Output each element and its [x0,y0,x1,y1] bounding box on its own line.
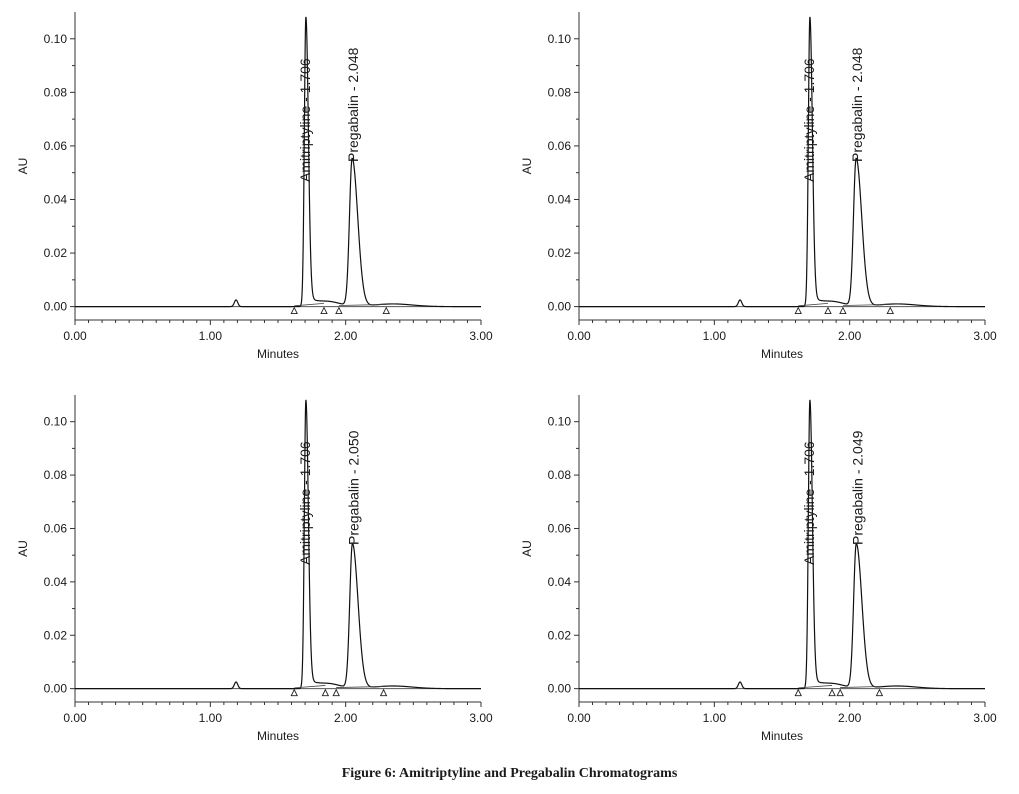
peak-label: Pregabalin - 2.049 [849,430,865,545]
y-tick-label: 0.00 [548,682,572,696]
peak-label: Amitriptyline - 1.706 [801,58,817,182]
x-tick-label: 2.00 [334,329,358,343]
x-tick-label: 2.00 [334,711,358,725]
chromatogram-panel-2: 0.00 1.00 2.00 3.00 0.00 0.02 0.04 0.06 0.08 0.10… [520,12,997,361]
y-axis-label: AU [16,158,30,175]
x-tick-label: 3.00 [469,329,493,343]
y-tick-label: 0.08 [548,85,572,99]
x-axis-label: Minutes [257,729,299,743]
y-tick-label: 0.00 [548,300,572,314]
chromatogram-trace [579,399,985,690]
integration-baseline [294,685,326,689]
y-axis-label: AU [520,158,534,175]
y-tick-label: 0.10 [548,415,572,429]
x-tick-label: 2.00 [838,329,862,343]
y-tick-label: 0.02 [44,246,68,260]
x-tick-label: 2.00 [838,711,862,725]
peak-label: Amitriptyline - 1.706 [297,58,313,182]
x-tick-label: 0.00 [567,329,591,343]
y-tick-label: 0.04 [548,575,572,589]
chromatogram-panel-1: 0.00 1.00 2.00 3.00 0.00 0.02 0.04 0.06 0.08 0.10… [16,12,493,361]
integration-baseline [294,302,325,307]
integration-marker [290,306,298,315]
x-tick-label: 0.00 [63,329,87,343]
x-tick-label: 1.00 [199,711,223,725]
y-tick-label: 0.02 [548,246,572,260]
y-tick-label: 0.02 [44,628,68,642]
chromatogram-panel-4: 0.00 1.00 2.00 3.00 0.00 0.02 0.04 0.06 0.08 0.10… [520,395,997,743]
x-axis-label: Minutes [257,347,299,361]
y-tick-label: 0.04 [44,575,68,589]
x-tick-label: 3.00 [469,711,493,725]
x-tick-label: 3.00 [973,329,997,343]
y-tick-label: 0.06 [44,139,68,153]
y-tick-label: 0.08 [44,468,68,482]
integration-baseline [840,686,880,688]
integration-marker [875,688,884,697]
y-tick-label: 0.02 [548,628,572,642]
y-tick-label: 0.06 [548,139,572,153]
y-axis-label: AU [16,540,30,557]
y-tick-label: 0.04 [548,192,572,206]
integration-marker [886,306,894,315]
integration-baseline [798,302,829,307]
y-tick-label: 0.06 [44,521,68,535]
integration-marker [839,306,847,315]
x-tick-label: 1.00 [703,329,727,343]
x-tick-label: 1.00 [703,711,727,725]
y-tick-label: 0.10 [44,32,68,46]
integration-baseline [338,304,387,306]
integration-marker [290,688,298,697]
y-tick-label: 0.00 [44,682,68,696]
integration-marker [320,306,328,315]
y-tick-label: 0.00 [44,300,68,314]
integration-marker [335,306,343,315]
y-tick-label: 0.10 [44,415,68,429]
y-tick-label: 0.04 [44,192,68,206]
integration-baseline [336,686,384,688]
integration-marker [836,688,844,697]
y-tick-label: 0.08 [548,468,572,482]
integration-marker [379,688,388,697]
x-tick-label: 3.00 [973,711,997,725]
integration-marker [794,688,802,697]
chromatogram-trace [75,399,481,690]
y-tick-label: 0.06 [548,521,572,535]
x-tick-label: 0.00 [567,711,591,725]
integration-marker [824,306,832,315]
peak-label: Pregabalin - 2.048 [345,47,361,162]
chromatogram-panel-3: 0.00 1.00 2.00 3.00 0.00 0.02 0.04 0.06 0.08 0.10… [16,395,493,743]
integration-marker [332,688,340,697]
integration-marker [794,306,802,315]
y-tick-label: 0.10 [548,32,572,46]
chromatogram-trace [579,16,985,308]
integration-baseline [842,304,891,306]
y-axis-label: AU [520,540,534,557]
x-tick-label: 1.00 [199,329,223,343]
x-axis-label: Minutes [761,729,803,743]
integration-marker [321,688,330,697]
figure-caption: Figure 6: Amitriptyline and Pregabalin C… [341,766,678,781]
chromatogram-trace [75,16,481,308]
x-axis-label: Minutes [761,347,803,361]
integration-marker [828,688,836,697]
peak-label: Pregabalin - 2.050 [345,430,361,545]
peak-label: Amitriptyline - 1.706 [801,441,817,565]
peak-label: Pregabalin - 2.048 [849,47,865,162]
y-tick-label: 0.08 [44,85,68,99]
integration-marker [382,306,390,315]
integration-baseline [798,685,833,689]
x-tick-label: 0.00 [63,711,87,725]
peak-label: Amitriptyline - 1.706 [297,441,313,565]
